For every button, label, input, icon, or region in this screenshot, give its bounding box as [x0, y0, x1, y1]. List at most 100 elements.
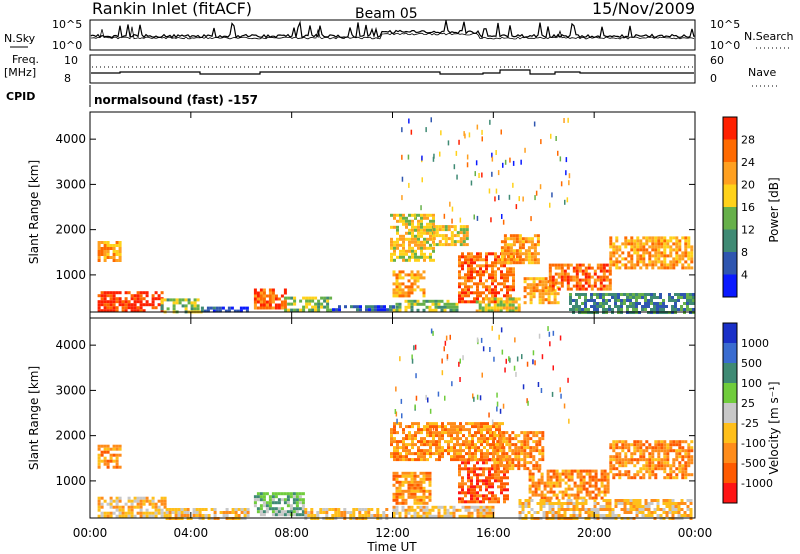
velocity-cell: [271, 513, 275, 517]
velocity-cell: [593, 514, 597, 517]
velocity-cell: [262, 492, 266, 496]
power-cell: [416, 270, 420, 274]
power-cell: [432, 228, 436, 232]
power-cell: [435, 231, 439, 235]
velocity-cell: [392, 471, 396, 475]
velocity-cell: [426, 443, 429, 447]
velocity-cell: [566, 508, 570, 511]
velocity-cell: [171, 508, 175, 511]
velocity-cell: [471, 434, 474, 438]
time-x-axis: 00:00 04:00 08:00 12:00 16:00 20:00 00:00: [73, 112, 712, 540]
power-cell: [654, 236, 658, 240]
velocity-cell: [301, 513, 305, 517]
power-cell: [461, 291, 464, 295]
velocity-cell: [488, 511, 492, 515]
power-cell: [482, 273, 485, 277]
velocity-cell: [407, 508, 411, 512]
power-cell: [290, 308, 294, 312]
velocity-cell: [106, 444, 110, 448]
velocity-cell: [621, 458, 625, 462]
velocity-cell: [286, 498, 290, 502]
velocity-cell: [585, 472, 589, 476]
power-cell: [136, 309, 140, 313]
power-cell: [426, 231, 429, 235]
power-cell: [618, 248, 622, 252]
power-cell: [521, 243, 525, 247]
velocity-cell: [97, 459, 101, 463]
velocity-cell: [468, 440, 471, 444]
velocity-cell: [582, 469, 586, 473]
velocity-cell: [456, 443, 459, 447]
velocity-cell: [304, 511, 308, 514]
power-cell: [443, 213, 446, 219]
velocity-cell: [390, 428, 393, 432]
velocity-cell: [650, 499, 654, 502]
power-cell: [675, 239, 679, 243]
velocity-cell: [453, 443, 456, 447]
power-cell: [305, 299, 309, 303]
velocity-cell: [115, 447, 119, 451]
velocity-cell: [346, 511, 350, 514]
velocity-cell: [609, 467, 613, 471]
velocity-cell: [493, 446, 497, 450]
power-cell: [599, 302, 602, 305]
power-cell: [407, 273, 411, 277]
velocity-cell: [617, 499, 621, 502]
velocity-cell: [109, 514, 113, 518]
power-cell: [478, 300, 482, 304]
velocity-cell: [615, 443, 619, 447]
velocity-cell: [603, 475, 607, 479]
power-cell: [396, 237, 399, 241]
velocity-cell: [568, 418, 570, 424]
velocity-cell: [234, 511, 238, 514]
velocity-cell: [608, 505, 612, 508]
power-cell: [590, 299, 593, 302]
velocity-cell: [612, 440, 616, 444]
power-cell: [411, 213, 414, 217]
power-cell: [526, 283, 530, 287]
velocity-cell: [564, 493, 568, 497]
velocity-cell: [109, 459, 113, 463]
power-cell: [399, 252, 402, 256]
velocity-cell: [121, 505, 125, 509]
velocity-cell: [609, 443, 613, 447]
velocity-cell: [127, 499, 131, 503]
velocity-cell: [431, 505, 435, 509]
velocity-cell: [618, 440, 622, 444]
power-cell: [423, 243, 426, 247]
velocity-cell: [467, 491, 470, 495]
velocity-cell: [395, 508, 399, 512]
velocity-cell: [373, 514, 377, 517]
velocity-cell: [416, 495, 420, 499]
power-cell: [405, 237, 408, 241]
power-cell: [311, 305, 315, 309]
velocity-cell: [420, 428, 423, 432]
power-cell: [181, 304, 185, 308]
velocity-cell: [97, 465, 101, 469]
velocity-cell: [470, 491, 473, 495]
power-cell: [565, 157, 568, 163]
velocity-cell: [100, 450, 104, 454]
velocity-cell: [408, 425, 411, 429]
power-cell: [389, 308, 392, 312]
velocity-cell: [277, 498, 281, 502]
velocity-cell: [648, 461, 652, 465]
velocity-cell: [480, 437, 483, 441]
velocity-cell: [286, 510, 290, 514]
velocity-cell: [521, 502, 525, 505]
power-cell: [106, 244, 110, 247]
power-cell: [491, 276, 494, 280]
power-cell: [407, 299, 411, 303]
velocity-cell: [651, 446, 655, 450]
velocity-cell: [542, 514, 546, 517]
velocity-cell: [417, 422, 420, 426]
velocity-cell: [398, 514, 402, 518]
power-cell: [166, 307, 170, 311]
velocity-cell: [496, 440, 500, 444]
power-cell: [139, 303, 143, 307]
velocity-cell: [523, 467, 527, 471]
velocity-cell: [411, 422, 414, 426]
velocity-cell: [262, 513, 266, 517]
velocity-cell: [485, 488, 488, 492]
velocity-cell: [642, 452, 646, 456]
